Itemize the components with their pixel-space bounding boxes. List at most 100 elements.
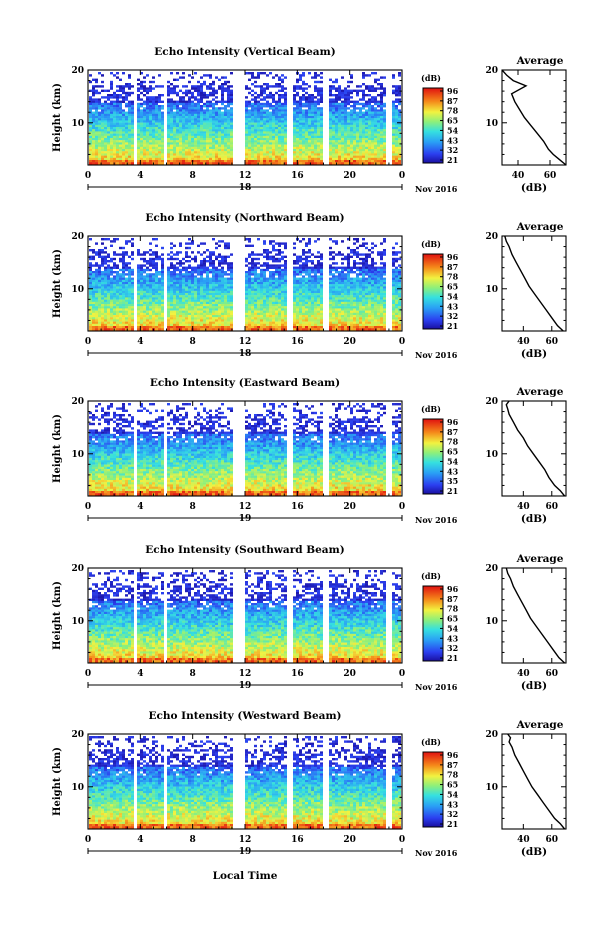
heatmap-cell [125, 251, 128, 254]
heatmap-cell [200, 118, 203, 121]
heatmap-cell [212, 260, 215, 263]
heatmap-cell [185, 120, 188, 123]
heatmap-cell [152, 133, 155, 136]
heatmap-cell [116, 315, 119, 318]
heatmap-cell [335, 124, 338, 128]
heatmap-cell [248, 100, 251, 103]
heatmap-cell [104, 262, 107, 265]
heatmap-cell [251, 295, 254, 298]
heatmap-cell [191, 308, 194, 311]
heatmap-cell [203, 293, 206, 296]
heatmap-cell [275, 118, 278, 121]
heatmap-cell [98, 151, 101, 154]
heatmap-cell [209, 91, 212, 95]
heatmap-cell [263, 129, 266, 132]
heatmap-cell [266, 105, 269, 108]
heatmap-cell [260, 319, 263, 322]
heatmap-cell [338, 96, 341, 99]
heatmap-cell [140, 297, 143, 300]
heatmap-cell [197, 315, 200, 318]
heatmap-cell [155, 131, 158, 134]
heatmap-cell [272, 135, 275, 139]
heatmap-cell [227, 80, 230, 84]
heatmap-cell [155, 286, 158, 289]
heatmap-cell [332, 140, 335, 143]
heatmap-cell [266, 124, 269, 128]
heatmap-cell [260, 105, 263, 108]
heatmap-cell [197, 323, 200, 327]
heatmap-cell [92, 160, 95, 163]
heatmap-cell [107, 109, 110, 112]
heatmap-cell [395, 124, 398, 128]
heatmap-cell [314, 89, 317, 92]
heatmap-cell [173, 271, 176, 274]
heatmap-cell [188, 284, 191, 287]
heatmap-cell [101, 273, 104, 276]
heatmap-cell [362, 116, 365, 119]
heatmap-cell [116, 122, 119, 125]
heatmap-cell [248, 295, 251, 298]
heatmap-cell [89, 317, 92, 320]
heatmap-cell [212, 129, 215, 132]
heatmap-cell [275, 157, 278, 161]
heatmap-cell [155, 290, 158, 294]
heatmap-cell [245, 297, 248, 300]
heatmap-cell [200, 288, 203, 291]
heatmap-cell [137, 253, 140, 256]
heatmap-cell [92, 89, 95, 92]
heatmap-cell [380, 142, 383, 145]
heatmap-cell [374, 138, 377, 141]
profile-x-tick-label: 40 [512, 171, 525, 181]
heatmap-cell [260, 284, 263, 287]
heatmap-cell [89, 113, 92, 117]
heatmap-cell [377, 133, 380, 136]
heatmap-cell [275, 116, 278, 119]
heatmap-cell [377, 116, 380, 119]
heatmap-cell [176, 266, 179, 269]
heatmap-cell [392, 149, 395, 152]
heatmap-cell [104, 149, 107, 152]
heatmap-cell [356, 135, 359, 139]
heatmap-cell [254, 151, 257, 154]
heatmap-cell [131, 140, 134, 143]
heatmap-cell [206, 133, 209, 136]
heatmap-cell [158, 273, 161, 276]
heatmap-cell [227, 297, 230, 300]
heatmap-cell [113, 277, 116, 280]
heatmap-cell [272, 146, 275, 150]
heatmap-cell [254, 118, 257, 121]
heatmap-cell [209, 153, 212, 156]
heatmap-cell [338, 109, 341, 112]
heatmap-cell [122, 85, 125, 88]
heatmap-cell [254, 140, 257, 143]
heatmap-cell [341, 109, 344, 112]
heatmap-cell [173, 135, 176, 139]
heatmap-cell [152, 238, 155, 241]
heatmap-cell [395, 120, 398, 123]
heatmap-cell [377, 87, 380, 90]
heatmap-cell [248, 78, 251, 81]
heatmap-cell [224, 315, 227, 318]
heatmap-cell [281, 118, 284, 121]
heatmap-cell [212, 89, 215, 92]
heatmap-cell [149, 120, 152, 123]
heatmap-cell [302, 127, 305, 130]
heatmap-cell [140, 160, 143, 163]
heatmap-cell [308, 107, 311, 110]
heatmap-cell [269, 107, 272, 110]
heatmap-cell [275, 129, 278, 132]
heatmap-cell [251, 326, 254, 329]
heatmap-cell [95, 91, 98, 95]
heatmap-cell [398, 102, 401, 106]
heatmap-cell [92, 122, 95, 125]
heatmap-cell [356, 124, 359, 128]
heatmap-cell [206, 295, 209, 298]
heatmap-cell [197, 91, 200, 95]
heatmap-cell [167, 140, 170, 143]
heatmap-cell [344, 100, 347, 103]
heatmap-cell [125, 297, 128, 300]
heatmap-cell [170, 111, 173, 114]
heatmap-cell [116, 304, 119, 307]
heatmap-cell [356, 89, 359, 92]
heatmap-cell [212, 264, 215, 267]
